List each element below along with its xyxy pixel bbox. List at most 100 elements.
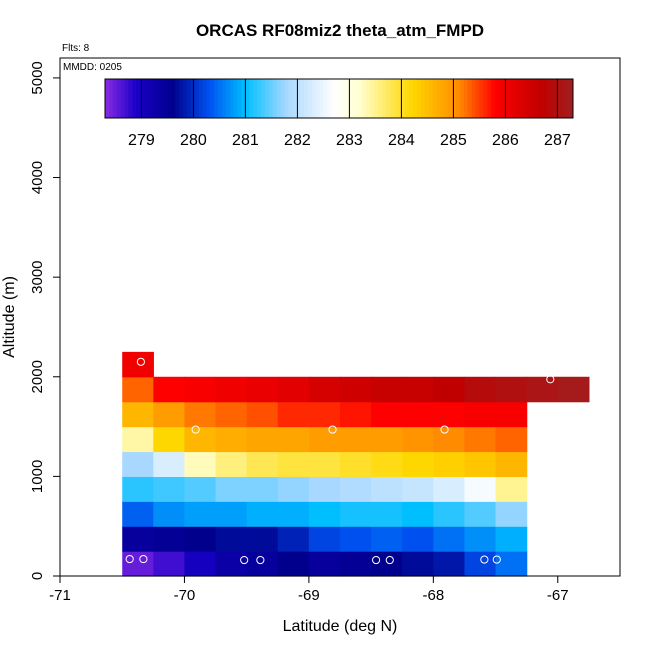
heatmap-cell: [122, 451, 154, 477]
colorbar-swatch: [467, 79, 473, 118]
flights-annotation: Flts: 8: [62, 43, 90, 54]
heatmap-cell: [433, 551, 466, 577]
colorbar-swatch: [296, 79, 301, 118]
colorbar-swatch: [261, 79, 266, 118]
heatmap-cell: [184, 426, 217, 453]
heatmap-cell: [557, 376, 590, 403]
heatmap-cell: [277, 426, 310, 453]
heatmap-cell: [277, 551, 310, 577]
heatmap-cell: [371, 401, 403, 428]
heatmap-cell: [246, 451, 279, 477]
colorbar-swatch: [385, 79, 391, 118]
sample-markers: [125, 357, 555, 565]
colorbar-swatch: [112, 79, 118, 118]
colorbar-swatch: [413, 79, 418, 118]
colorbar-swatch: [331, 79, 336, 118]
colorbar-swatch: [428, 79, 434, 118]
colorbar-swatch: [557, 79, 562, 118]
heatmap-cell: [340, 526, 372, 552]
y-tick-label: 5000: [29, 61, 46, 94]
colorbar-swatch: [479, 79, 484, 118]
colorbar-swatch: [108, 79, 114, 118]
x-tick-label: -68: [422, 587, 444, 604]
heatmap-cell: [495, 376, 528, 403]
colorbar-swatch: [339, 79, 344, 118]
colorbar-swatch: [569, 79, 574, 118]
colorbar: 279 280 281 282 283 284 285 286 287: [104, 78, 574, 149]
heatmap-cell: [464, 451, 497, 477]
heatmap-cell: [153, 426, 186, 453]
colorbar-swatch: [147, 79, 153, 118]
heatmap-cell: [371, 526, 403, 552]
heatmap-cell: [433, 501, 466, 527]
colorbar-swatch: [315, 79, 320, 118]
colorbar-swatch: [237, 79, 242, 118]
colorbar-swatch: [311, 79, 317, 118]
heatmap-cell: [340, 426, 372, 453]
colorbar-swatch: [128, 79, 133, 118]
heatmap-cell: [464, 401, 497, 428]
heatmap-cell: [215, 476, 248, 502]
y-axis: 0 1000 2000 3000 4000 5000: [29, 61, 60, 580]
heatmap-cell: [371, 376, 403, 403]
colorbar-swatch: [284, 79, 289, 118]
colorbar-swatch: [292, 79, 297, 118]
colorbar-swatch: [222, 79, 227, 118]
heatmap-cell: [464, 551, 497, 577]
colorbar-swatch: [530, 79, 535, 118]
colorbar-swatch: [495, 79, 500, 118]
heatmap-cell: [433, 401, 466, 428]
sample-marker: [136, 357, 145, 366]
heatmap-cell: [122, 526, 154, 552]
colorbar-swatch: [463, 79, 469, 118]
heatmap-cell: [153, 501, 186, 527]
colorbar-swatch: [132, 79, 137, 118]
heatmap-cell: [402, 401, 434, 428]
sample-marker: [191, 425, 200, 434]
colorbar-swatch: [335, 79, 340, 118]
heatmap-cell: [464, 376, 497, 403]
heatmap-cell: [495, 526, 528, 552]
colorbar-swatch: [319, 79, 324, 118]
heatmap-cell: [371, 501, 403, 527]
heatmap-cell: [308, 526, 341, 552]
colorbar-swatch: [444, 79, 449, 118]
colorbar-tick-label: 280: [180, 132, 207, 149]
heatmap-cell: [277, 451, 310, 477]
heatmap-cell: [246, 426, 279, 453]
x-tick-label: -69: [298, 587, 320, 604]
colorbar-swatch: [545, 79, 551, 118]
sample-marker: [240, 555, 249, 565]
heatmap-cell: [308, 451, 341, 477]
colorbar-swatch: [537, 79, 543, 118]
x-axis: -71 -70 -69 -68 -67: [49, 576, 569, 604]
x-tick-label: -70: [174, 587, 196, 604]
colorbar-swatch: [459, 79, 465, 118]
colorbar-swatch: [183, 79, 188, 118]
colorbar-swatch: [272, 79, 278, 118]
heatmap-cell: [153, 526, 186, 552]
colorbar-swatch: [366, 79, 371, 118]
colorbar-swatch: [175, 79, 180, 118]
colorbar-swatch: [159, 79, 164, 118]
heatmap-cell: [340, 376, 372, 403]
colorbar-swatch: [186, 79, 192, 118]
heatmap-cell: [340, 401, 372, 428]
colorbar-swatch: [124, 79, 129, 118]
colorbar-swatch: [120, 79, 125, 118]
heatmap-cell: [402, 426, 434, 453]
heatmap-cell: [246, 526, 279, 552]
colorbar-swatch: [225, 79, 231, 118]
colorbar-swatch: [448, 79, 453, 118]
heatmap-cell: [402, 376, 434, 403]
colorbar-swatch: [526, 79, 531, 118]
heatmap-cell: [308, 501, 341, 527]
sample-marker: [125, 554, 134, 564]
colorbar-swatch: [280, 79, 285, 118]
colorbar-swatch: [194, 79, 200, 118]
x-tick-label: -67: [547, 587, 569, 604]
heatmap-cell: [215, 551, 248, 577]
sample-marker: [371, 555, 381, 565]
colorbar-swatch: [561, 79, 566, 118]
colorbar-tick-label: 282: [284, 132, 311, 149]
